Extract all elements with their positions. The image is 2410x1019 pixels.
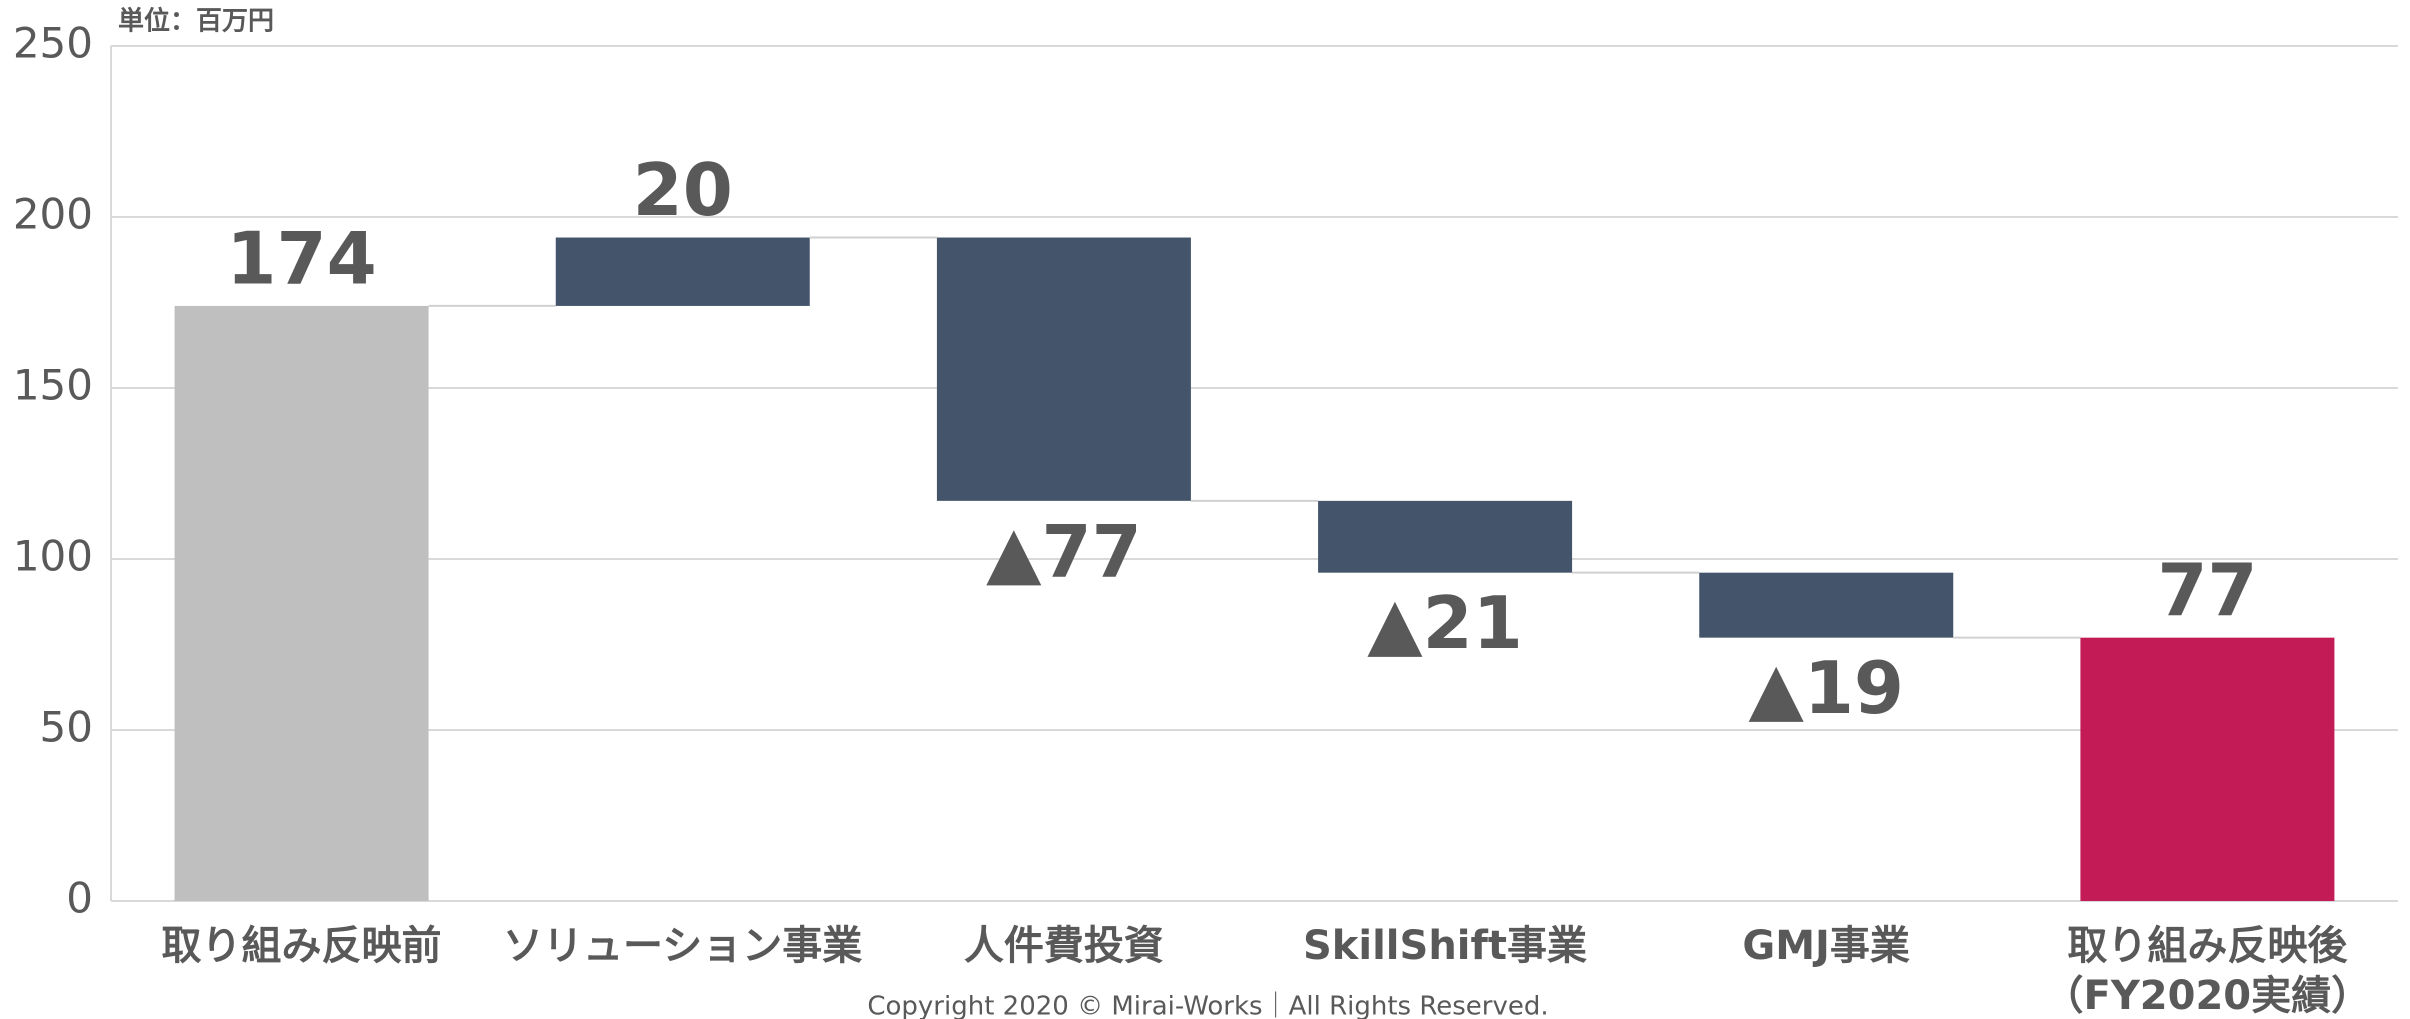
x-tick-label: SkillShift事業 — [1302, 923, 1588, 969]
x-tick-label: ソリューション事業 — [503, 923, 863, 969]
bar — [555, 237, 810, 306]
x-tick-label: 人件費投資 — [963, 923, 1164, 969]
y-tick-label: 0 — [66, 874, 93, 923]
footer: Copyright 2020 © Mirai-Works｜All Rights … — [867, 992, 1548, 1019]
y-tick-label: 150 — [13, 361, 93, 410]
value-label: 174 — [226, 216, 376, 300]
bar — [1699, 572, 1954, 638]
value-label: ▲19 — [1748, 646, 1904, 730]
bar — [936, 237, 1191, 501]
value-label: ▲21 — [1367, 581, 1523, 665]
value-label: ▲77 — [986, 509, 1142, 593]
bar — [174, 305, 429, 901]
bar — [2080, 637, 2335, 901]
y-tick-label: 250 — [13, 19, 93, 68]
value-label: 77 — [2157, 548, 2257, 632]
y-tick-label: 200 — [13, 190, 93, 239]
value-label: 20 — [633, 148, 733, 232]
y-tick-label: 50 — [40, 703, 93, 752]
x-tick-label: GMJ事業 — [1742, 923, 1910, 969]
y-tick-label: 100 — [13, 532, 93, 581]
x-tick-label: 取り組み反映前 — [161, 923, 442, 969]
unit-label: 単位：百万円 — [118, 6, 274, 37]
x-tick-label: 取り組み反映後 （FY2020実績） — [2043, 923, 2372, 1019]
bar — [1318, 500, 1573, 573]
